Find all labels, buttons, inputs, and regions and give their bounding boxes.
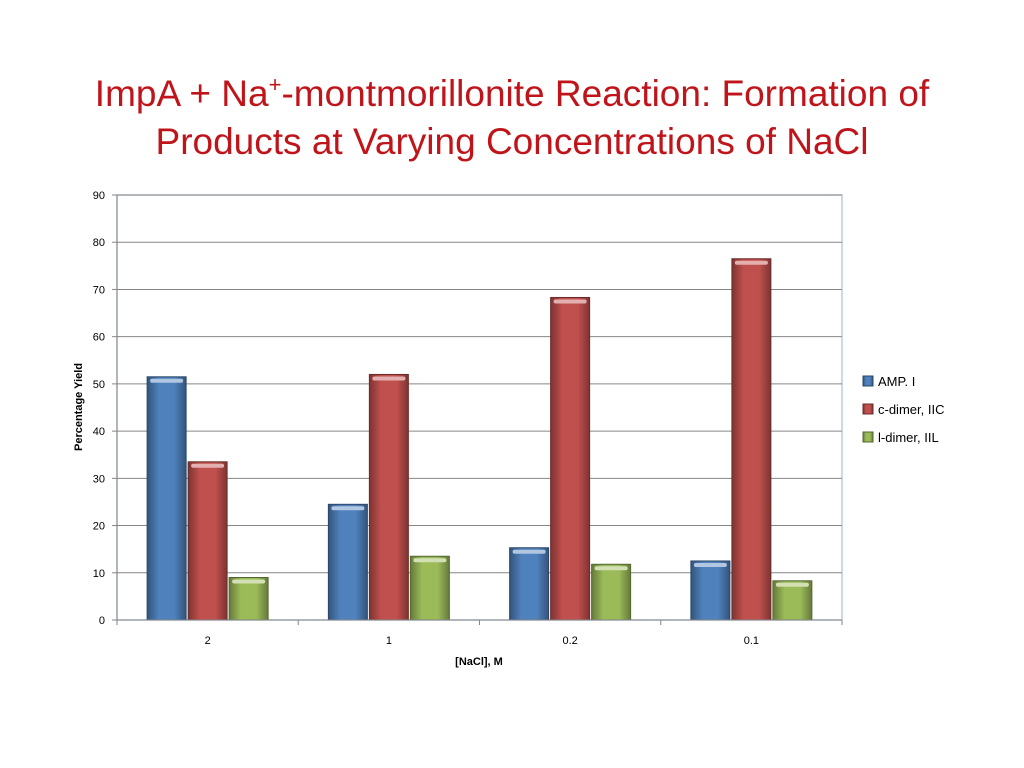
bar-highlight	[232, 579, 266, 584]
bar-highlight	[191, 463, 225, 468]
bar-c-dimer-iic-0_1	[731, 258, 772, 621]
slide-title-line2: Products at Varying Concentrations of Na…	[155, 121, 869, 162]
bar-highlight	[150, 378, 184, 383]
y-tick-label: 80	[93, 237, 105, 249]
bar-l-dimer-iil-0_1	[772, 580, 813, 621]
gridlines	[117, 194, 842, 574]
slide-title-line1: ImpA + Na+-montmorillonite Reaction: For…	[40, 70, 984, 118]
axes	[112, 194, 843, 625]
bar-highlight	[331, 506, 365, 511]
bar-highlight	[693, 562, 727, 567]
x-tick-label: 0.1	[744, 635, 759, 647]
x-axis-title: [NaCl], M	[455, 656, 503, 668]
x-tick-label: 0.2	[562, 635, 577, 647]
y-tick-label: 90	[93, 190, 105, 202]
bar-highlight	[553, 299, 587, 304]
bar-l-dimer-iil-1	[409, 555, 450, 621]
bar-c-dimer-iic-2	[187, 461, 228, 621]
legend-label: AMP. I	[878, 374, 915, 389]
legend-label: l-dimer, IIL	[878, 430, 939, 445]
y-tick-label: 0	[99, 615, 105, 627]
legend-swatch	[862, 375, 874, 387]
x-tick-labels: 2 1 0.2 0.1	[205, 635, 759, 647]
bar-c-dimer-iic-1	[368, 373, 409, 621]
x-tick-label: 2	[205, 635, 211, 647]
bars	[146, 258, 813, 621]
bar-highlight	[734, 260, 768, 265]
bar-highlight	[775, 582, 809, 587]
slide-title: ImpA + Na+-montmorillonite Reaction: For…	[40, 70, 984, 166]
y-tick-label: 30	[93, 473, 105, 485]
legend-swatch	[862, 431, 874, 443]
y-axis-title: Percentage Yield	[73, 363, 85, 451]
y-tick-labels: 0 10 20 30 40 50 60 70 80 90	[93, 190, 105, 627]
bar-amp-i-1	[327, 503, 368, 621]
bar-highlight	[512, 549, 546, 554]
bar-c-dimer-iic-0_2	[550, 296, 591, 621]
bar-highlight	[372, 376, 406, 381]
x-tick-label: 1	[386, 635, 392, 647]
title-text-part1: ImpA + Na	[94, 73, 269, 114]
y-tick-label: 50	[93, 379, 105, 391]
legend-swatch	[862, 403, 874, 415]
legend: AMP. I c-dimer, IIC l-dimer, IIL	[862, 374, 944, 445]
title-superscript: +	[268, 72, 282, 97]
legend-label: c-dimer, IIC	[878, 402, 944, 417]
title-text-part2: -montmorillonite Reaction: Formation of	[281, 73, 930, 114]
y-tick-label: 70	[93, 284, 105, 296]
y-tick-label: 40	[93, 426, 105, 438]
plot-area	[116, 194, 843, 621]
bar-amp-i-0_1	[690, 560, 731, 621]
y-tick-label: 60	[93, 332, 105, 344]
bar-amp-i-0_2	[509, 547, 550, 621]
bar-l-dimer-iil-2	[228, 577, 269, 621]
y-tick-label: 10	[93, 568, 105, 580]
bar-highlight	[413, 558, 447, 563]
bar-amp-i-2	[146, 376, 187, 621]
y-tick-label: 20	[93, 521, 105, 533]
bar-l-dimer-iil-0_2	[591, 563, 632, 621]
bar-highlight	[594, 566, 628, 571]
